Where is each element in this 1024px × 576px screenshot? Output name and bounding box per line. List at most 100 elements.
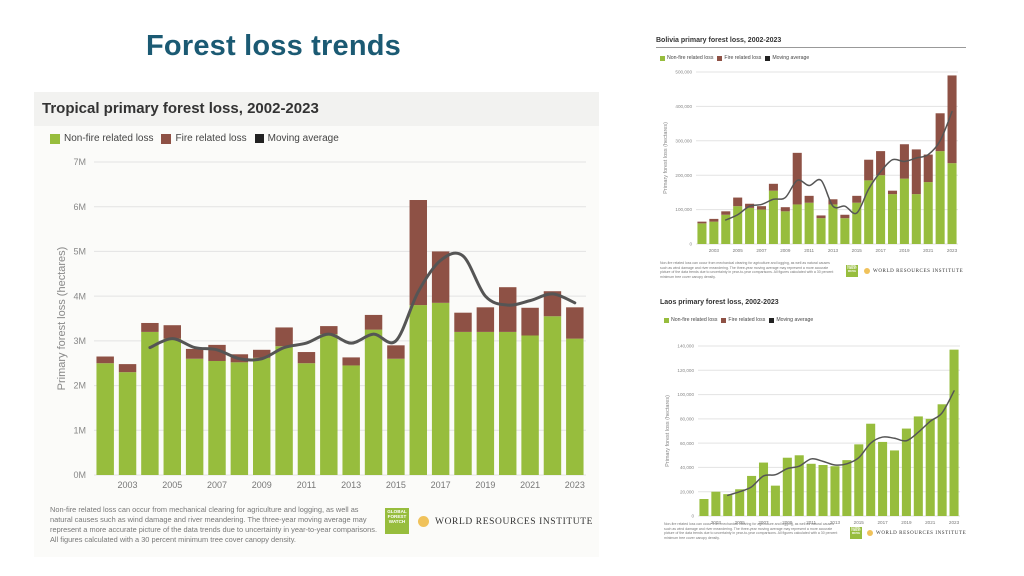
tropical-chart-title: Tropical primary forest loss, 2002-2023 (42, 100, 319, 117)
bolivia-bar-fire (780, 207, 790, 212)
tropical-x-tick-label: 2023 (565, 480, 585, 490)
laos-bar-nonfire (842, 460, 852, 516)
laos-bar-nonfire (711, 491, 721, 516)
tropical-bar-fire (141, 322, 159, 332)
tropical-y-tick-label: 1M (73, 425, 86, 435)
tropical-bar-nonfire (208, 360, 226, 475)
laos-legend-swatch-average (769, 317, 775, 323)
laos-moving-average-line (727, 390, 955, 497)
laos-bar-nonfire (723, 494, 733, 516)
bolivia-x-tick-label: 2003 (709, 248, 720, 253)
laos-x-tick-label: 2021 (925, 520, 936, 525)
legend-label-nonfire: Non-fire related loss (64, 133, 154, 144)
laos-legend-nonfire: Non-fire related loss (671, 317, 718, 323)
laos-x-tick-label: 2007 (758, 520, 769, 525)
bolivia-bar-nonfire (721, 214, 731, 244)
tropical-x-tick-label: 2021 (520, 480, 540, 490)
laos-y-axis-label: Primary forest loss (hectares) (665, 395, 671, 467)
bolivia-x-tick-label: 2015 (852, 248, 863, 253)
legend-swatch-fire (161, 133, 172, 144)
bolivia-bar-nonfire (816, 218, 826, 244)
bolivia-bar-nonfire (947, 163, 957, 244)
bolivia-bar-fire (923, 154, 933, 183)
tropical-bar-nonfire (163, 338, 181, 475)
legend-label-fire: Fire related loss (175, 133, 247, 144)
bolivia-bar-fire (911, 149, 921, 195)
slide-title: Forest loss trends (146, 30, 401, 62)
laos-chart-title: Laos primary forest loss, 2002-2023 (660, 299, 779, 306)
laos-y-tick-label: 100,000 (677, 392, 694, 397)
bolivia-x-tick-label: 2013 (828, 248, 839, 253)
tropical-moving-average-line (148, 251, 577, 362)
bolivia-y-tick-label: 300,000 (675, 138, 692, 143)
tropical-bar-nonfire (521, 335, 539, 475)
tropical-y-tick-label: 2M (73, 381, 86, 391)
tropical-bar-nonfire (96, 363, 114, 475)
laos-bar-nonfire (937, 404, 947, 516)
bolivia-y-tick-label: 0 (689, 242, 692, 247)
tropical-bar-fire (454, 312, 472, 332)
tropical-bar-nonfire (431, 302, 450, 475)
laos-x-tick-label: 2005 (735, 520, 746, 525)
bolivia-legend-average: Moving average (772, 55, 810, 61)
tropical-bar-nonfire (297, 363, 316, 475)
bolivia-legend-swatch-fire (717, 55, 723, 61)
laos-legend-swatch-fire (721, 317, 727, 323)
tropical-bar-fire (387, 345, 405, 359)
bolivia-bar-nonfire (864, 180, 874, 244)
bolivia-bar-nonfire (733, 206, 743, 244)
laos-bar-nonfire (758, 462, 769, 516)
laos-x-tick-label: 2023 (949, 520, 960, 525)
tropical-chart-header: Tropical primary forest loss, 2002-2023 (34, 92, 599, 126)
laos-bar-nonfire (699, 499, 709, 516)
bolivia-y-tick-label: 400,000 (675, 104, 692, 109)
bolivia-x-tick-label: 2017 (875, 248, 886, 253)
tropical-bar-nonfire (275, 346, 293, 475)
bolivia-x-tick-label: 2021 (923, 248, 934, 253)
tropical-bar-nonfire (454, 331, 472, 475)
laos-x-tick-label: 2009 (782, 520, 793, 525)
bolivia-moving-average-line (725, 110, 953, 221)
tropical-x-tick-label: 2003 (118, 480, 138, 490)
laos-y-tick-label: 20,000 (680, 489, 694, 494)
bolivia-bar-nonfire (935, 151, 945, 244)
bolivia-bar-fire (935, 113, 945, 152)
bolivia-bar-nonfire (840, 218, 850, 244)
bolivia-bar-fire (792, 152, 802, 205)
bolivia-bar-nonfire (887, 194, 898, 244)
bolivia-bar-fire (733, 197, 743, 207)
bolivia-y-axis-label: Primary forest loss (hectares) (663, 122, 669, 194)
laos-bar-nonfire (866, 423, 876, 516)
bolivia-chart-panel: Bolivia primary forest loss, 2002-2023 N… (654, 32, 968, 294)
tropical-bar-fire (185, 348, 204, 359)
bolivia-bar-nonfire (899, 178, 909, 244)
bolivia-legend-swatch-nonfire (660, 55, 665, 61)
bolivia-bar-fire (828, 199, 838, 205)
tropical-x-tick-label: 2005 (162, 480, 182, 490)
laos-legend-fire: Fire related loss (728, 317, 766, 323)
tropical-bar-nonfire (230, 362, 249, 475)
tropical-legend: Non-fire related loss Fire related loss … (50, 133, 339, 144)
bolivia-bar-fire (804, 195, 814, 203)
laos-x-tick-label: 2013 (830, 520, 841, 525)
bolivia-bar-fire (876, 151, 886, 176)
tropical-bar-nonfire (342, 365, 360, 475)
bolivia-bar-nonfire (756, 209, 767, 244)
tropical-x-tick-label: 2019 (475, 480, 495, 490)
laos-y-tick-label: 40,000 (680, 465, 694, 470)
bolivia-gfw-logo: GLOBAL FOREST WATCH (846, 265, 858, 277)
tropical-x-tick-label: 2017 (431, 480, 451, 490)
bolivia-wri-circle-icon (864, 268, 870, 274)
tropical-bar-nonfire (185, 358, 204, 475)
tropical-bar-nonfire (566, 338, 584, 475)
tropical-y-tick-label: 0M (73, 470, 86, 480)
tropical-bar-fire (297, 352, 316, 364)
tropical-bar-fire (409, 200, 427, 306)
bolivia-chart-title: Bolivia primary forest loss, 2002-2023 (656, 37, 782, 44)
tropical-chart-panel: Tropical primary forest loss, 2002-2023 … (34, 92, 599, 557)
tropical-x-tick-label: 2015 (386, 480, 406, 490)
bolivia-bar-fire (756, 206, 767, 210)
bolivia-footnote: Non-fire related loss can occur from mec… (660, 261, 834, 279)
laos-bar-nonfire (913, 416, 923, 516)
laos-wri-logo: WORLD RESOURCES INSTITUTE (867, 530, 966, 536)
